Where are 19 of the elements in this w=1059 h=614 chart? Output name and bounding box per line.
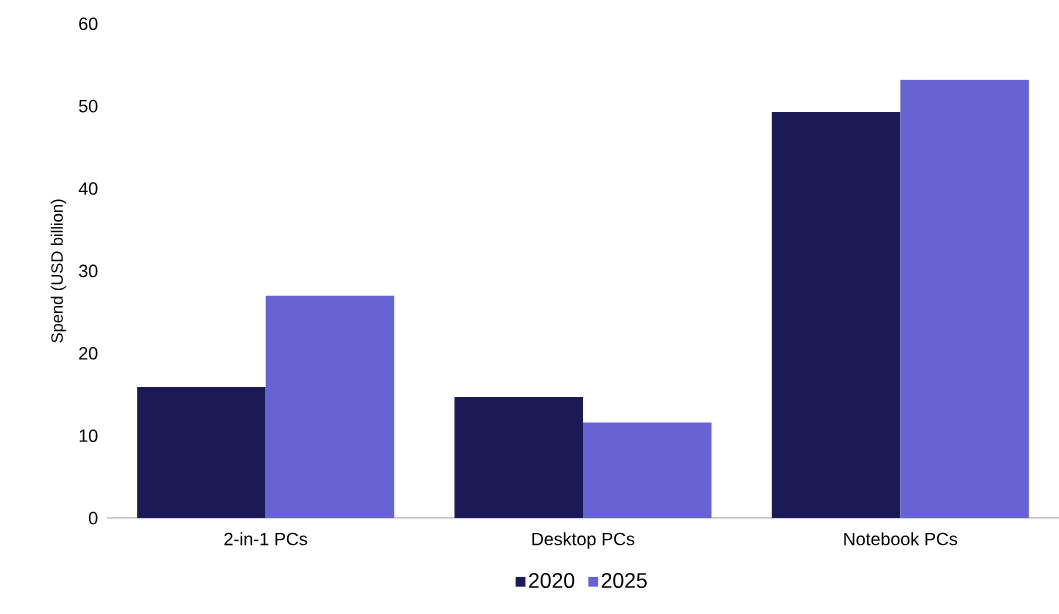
bar (583, 422, 712, 518)
y-tick-label: 40 (78, 182, 98, 195)
bar (137, 387, 266, 518)
legend-label: 2020 (529, 572, 575, 588)
y-tick-label: 20 (79, 346, 98, 360)
x-tick-label: Notebook PCs (844, 532, 958, 546)
x-tick-label: 2-in-1 PCs (224, 532, 308, 546)
y-tick-label: 60 (79, 17, 98, 30)
y-tick-label: 30 (78, 264, 98, 278)
y-axis-title: Spend (USD billion) (50, 199, 67, 343)
y-tick-label: 0 (88, 511, 98, 525)
bar (265, 295, 395, 518)
bar (454, 396, 583, 518)
x-tick-label: Desktop PCs (532, 532, 635, 549)
y-tick-label: 10 (79, 429, 98, 442)
y-tick-label: 50 (79, 99, 98, 113)
legend-label: 2025 (601, 572, 647, 588)
bar (900, 79, 1029, 518)
bar (771, 111, 901, 518)
